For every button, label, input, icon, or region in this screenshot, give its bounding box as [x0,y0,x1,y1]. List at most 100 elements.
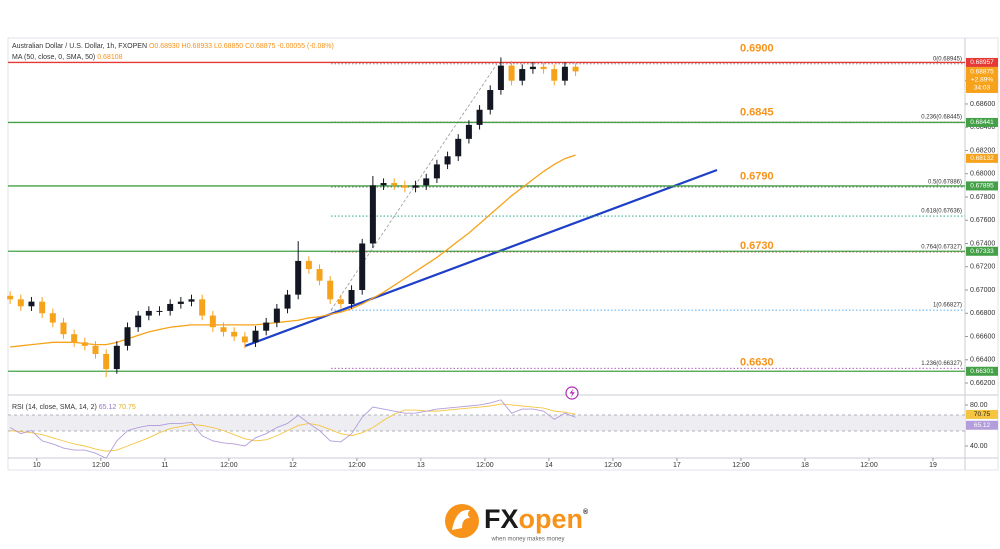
ohlc-low: L0.68850 [214,43,243,50]
candle-body [359,243,366,290]
y-tick-label: 0.67000 [970,287,995,294]
candle-body [465,124,472,139]
level-tag-box [966,117,998,127]
y-tick-label: 0.67800 [970,194,995,201]
x-tick-label: 19 [929,462,937,469]
x-tick-label: 12 [289,462,297,469]
candle-body [167,303,174,311]
y-tick-label: 0.67400 [970,240,995,247]
level-label: 0.6845 [740,106,774,118]
candle-body [401,185,408,188]
candle-body [252,330,259,343]
brand-first-text: FX [484,504,519,534]
price-tag-change: +2.89% [971,77,993,84]
candle-body [284,294,291,309]
fib-diagonal [330,63,498,311]
level-tag-box [966,57,998,67]
candle-body [572,66,579,72]
moving-average [10,154,576,348]
candle-body [231,331,238,337]
candle-body [177,301,184,304]
y-tick-label: 0.66200 [970,380,995,387]
price-tag-countdown: 34:03 [974,85,991,92]
brand-tagline: when money makes money [490,537,564,543]
candle-body [273,308,280,323]
candle-body [113,345,120,370]
level-label: 0.6790 [740,170,774,182]
x-tick-label: 12:00 [220,462,238,469]
x-tick-label: 12:00 [348,462,366,469]
brand-second: open [519,504,584,534]
rsi-sma-tag: 70.75 [974,411,991,418]
candle-body [71,334,78,343]
x-tick-label: 12:00 [860,462,878,469]
candle-body [49,313,56,323]
level-tag: 0.67333 [970,248,994,255]
rsi-value: 65.12 [99,404,117,411]
x-tick-label: 12:00 [92,462,110,469]
candle-body [444,156,451,165]
level-tag-box [966,366,998,376]
level-tag: 0.68957 [970,59,994,66]
rsi-band [8,415,965,431]
candle-body [519,69,526,81]
candle-body [337,299,344,304]
rsi-sma-value: 70.75 [118,404,136,411]
level-tag: 0.67895 [970,183,994,190]
candle-body [508,65,515,81]
fib-label: 0.618(0.67636) [921,209,962,215]
x-tick-label: 17 [673,462,681,469]
y-tick-label: 0.67200 [970,264,995,271]
rsi-line [9,399,576,459]
x-tick-label: 12:00 [604,462,622,469]
ohlc-close: C0.68875 [245,43,275,50]
candle-body [423,178,430,186]
candle-body [316,269,323,281]
price-tag-price: 0.68875 [970,69,994,76]
candle-body [220,327,227,332]
ma-header: MA (50, close, 0, SMA, 50) 0.68108 [12,54,123,61]
candle-body [92,345,99,354]
trend-line [244,168,718,348]
y-tick-label: 0.66400 [970,357,995,364]
candle-body [17,299,24,307]
candle-body [305,260,312,270]
candle-body [124,327,131,346]
fib-label: 0(0.68945) [933,56,962,62]
lightning-icon [565,386,579,400]
fib-label: 1(0.66827) [933,303,962,309]
y-tick-label: 0.66800 [970,310,995,317]
ohlc-change: -0.00055 (-0.08%) [277,43,333,50]
candle-body [391,183,398,186]
rsi-tag: 65.12 [974,422,991,429]
fib-label: 0.5(0.67886) [928,180,962,186]
fib-label: 0.764(0.67327) [921,245,962,251]
candle-body [327,280,334,300]
logo: FXopen® when money makes money [445,504,589,543]
x-tick-label: 13 [417,462,425,469]
level-label: 0.6730 [740,240,774,252]
candle-body [348,290,355,304]
candle-body [209,315,216,328]
candle-body [551,69,558,81]
candle-body [540,66,547,70]
candle-body [39,301,46,314]
x-tick-label: 11 [161,462,168,469]
candle-body [103,353,110,370]
y-tick-label: 0.68200 [970,147,995,154]
candle-body [412,185,419,188]
y-tick-label: 0.67600 [970,217,995,224]
rsi-header: RSI (14, close, SMA, 14, 2) 65.12 70.75 [12,404,136,411]
candle-body [135,315,142,328]
price-tag-box [966,66,998,93]
x-tick-label: 10 [33,462,41,469]
y-tick-label: 0.68600 [970,101,995,108]
candle-body [199,299,206,316]
ma-tag-box [966,153,998,163]
candle-body [380,183,387,186]
rsi-tag-box [966,420,998,430]
candle-body [60,322,67,335]
level-tag: 0.68441 [970,119,994,126]
ma-name: MA (50, close, 0, SMA, 50) [12,54,95,61]
